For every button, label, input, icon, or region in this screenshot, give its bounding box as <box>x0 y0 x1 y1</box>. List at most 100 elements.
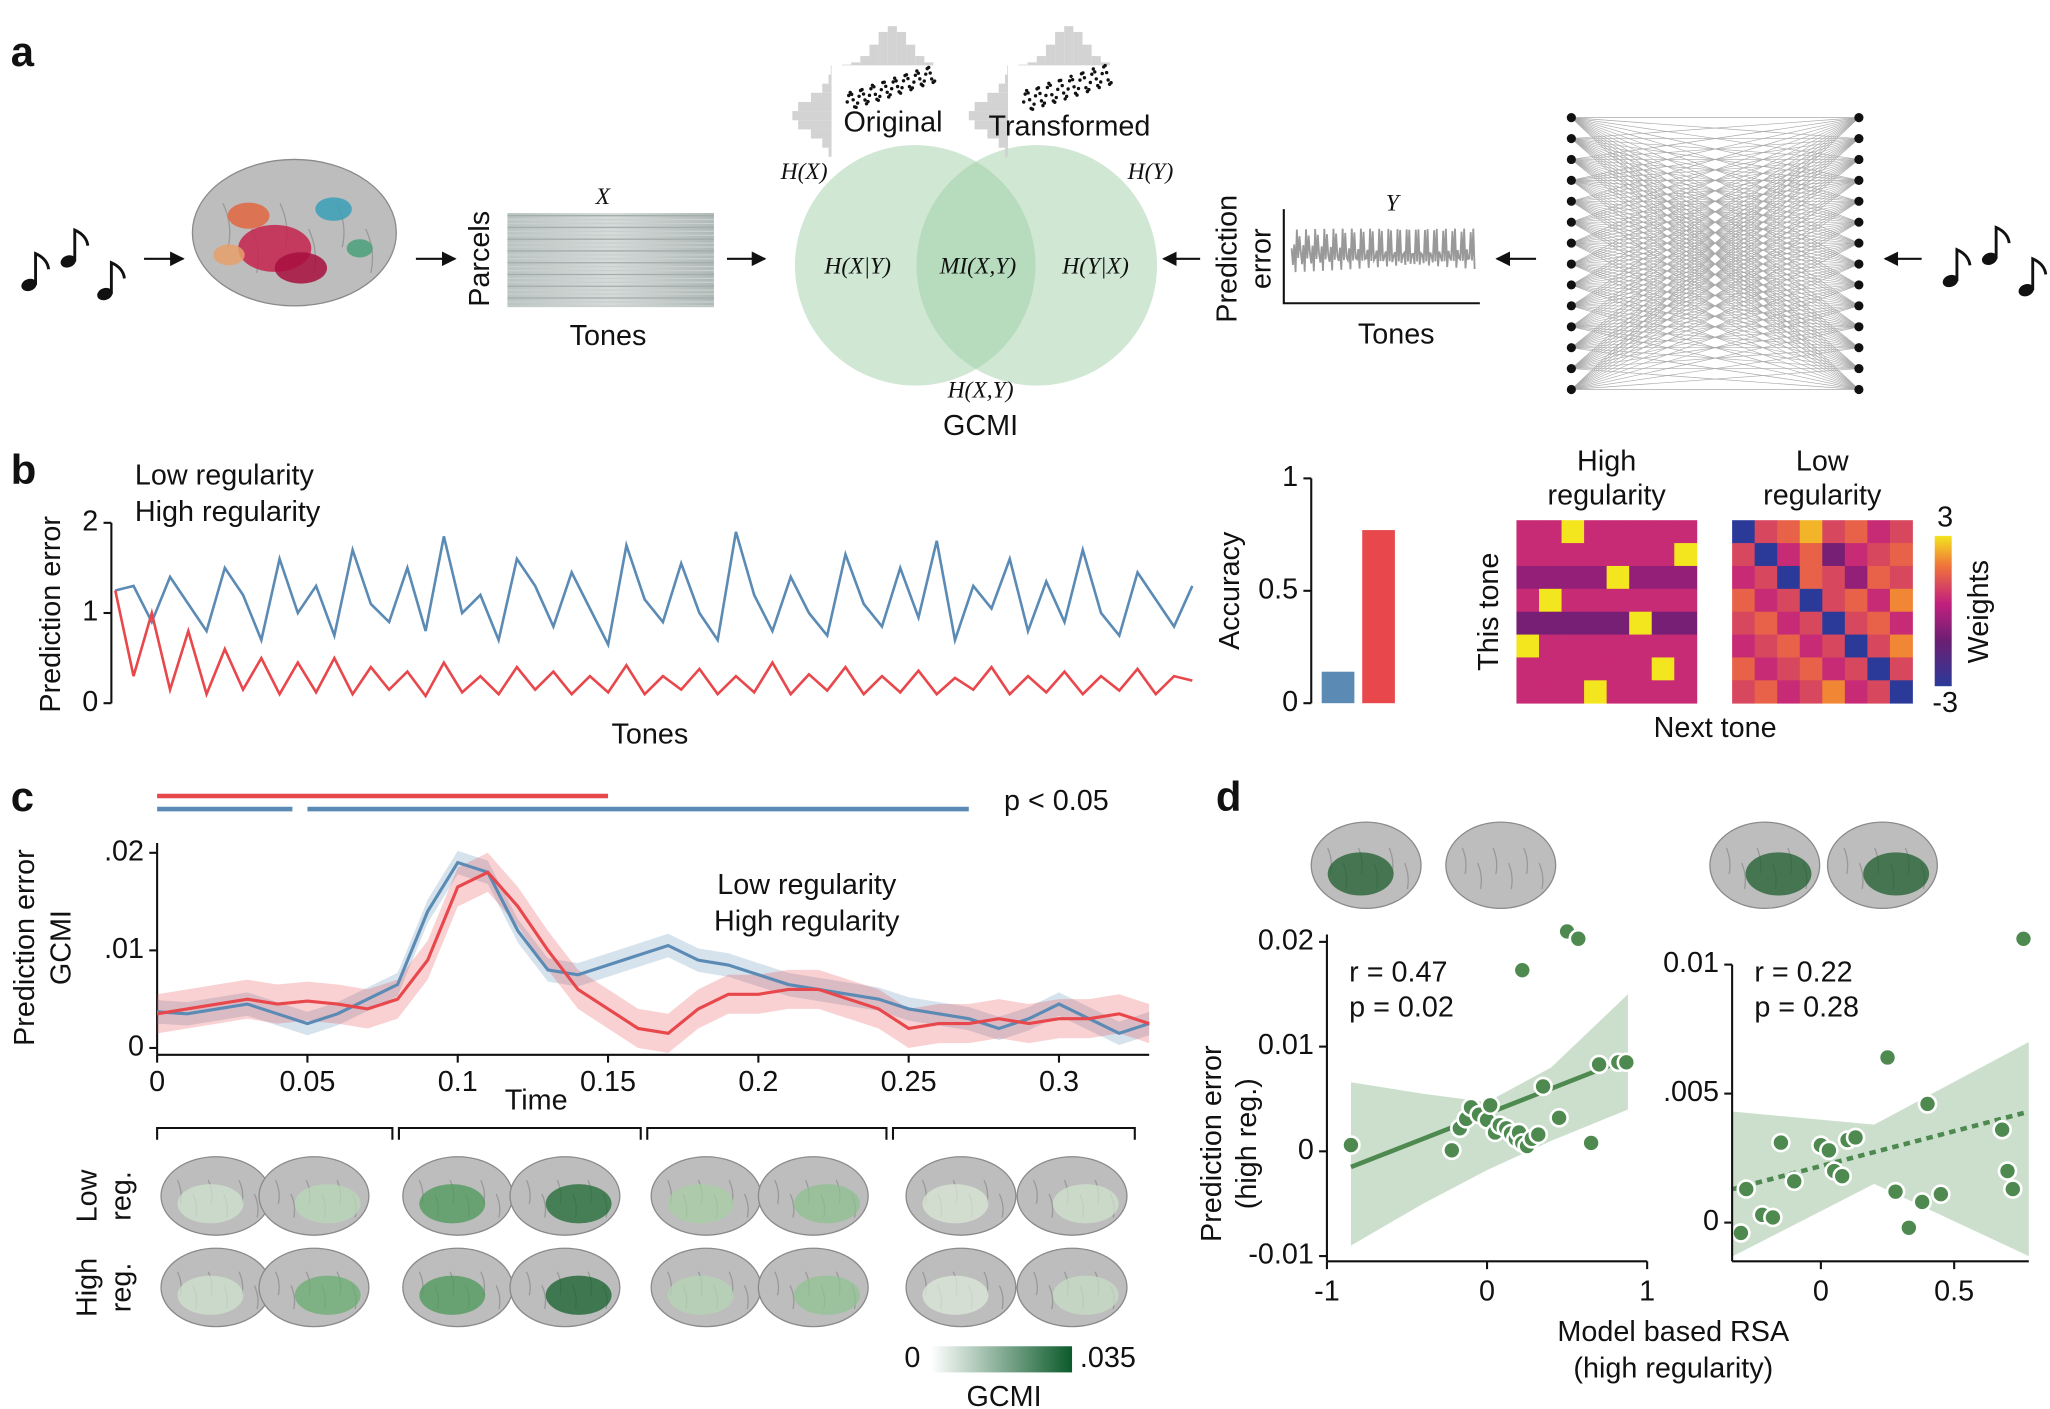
brain-sulcus <box>1403 862 1409 890</box>
inset-histogram <box>906 44 916 66</box>
row-label: High <box>72 1258 104 1317</box>
heatmap-cell <box>1844 565 1868 590</box>
content: a b c d Parcels X Tones H(X) H(Y) H(X|Y) MI(X,Y) H(… <box>9 26 2048 1409</box>
inset-dot <box>1021 100 1026 104</box>
inset-dot <box>1061 91 1066 95</box>
axis-label: (high reg.) <box>1231 1078 1263 1209</box>
brain-activation <box>1745 852 1812 896</box>
network-node <box>1566 301 1576 311</box>
heatmap-cell <box>1822 543 1846 567</box>
brain-activation <box>922 1275 989 1315</box>
inset-histogram <box>968 111 1009 121</box>
heatmap-cell <box>1799 565 1823 590</box>
inset-dot <box>845 100 849 104</box>
inset-dot <box>1064 94 1069 99</box>
network-node <box>1854 301 1864 311</box>
inset-dot <box>864 102 869 106</box>
heatmap-cell <box>1584 543 1608 567</box>
brain-sulcus <box>1033 1179 1038 1204</box>
note-icon <box>34 251 51 285</box>
brain-activation <box>1863 852 1930 896</box>
heatmap-cell <box>1561 543 1585 567</box>
point <box>1784 1171 1805 1192</box>
network-edge <box>1571 347 1859 390</box>
brain-sulcus <box>1507 862 1513 890</box>
axis-label: Parcels <box>464 211 496 307</box>
brain-sulcus <box>1477 862 1483 890</box>
network-edge <box>1571 201 1860 390</box>
point <box>1845 1127 1866 1148</box>
inset-dot <box>927 65 931 70</box>
axis-label: Accuracy <box>1214 531 1246 650</box>
heatmap-cell <box>1674 634 1698 658</box>
brain-activation <box>1327 852 1394 896</box>
inset-dot <box>885 90 889 94</box>
inset-dot <box>919 82 924 86</box>
heatmap-cell <box>1538 657 1562 681</box>
inset-dot <box>1053 100 1057 104</box>
network-node <box>1854 322 1864 332</box>
inset-dot <box>867 93 872 98</box>
network-edge <box>1571 117 1859 160</box>
brain-activation <box>346 239 373 258</box>
inset-dot <box>906 76 910 81</box>
heatmap-cell <box>1651 565 1675 590</box>
y-tick-label: 0 <box>1703 1205 1719 1237</box>
heatmap-cell <box>1516 634 1540 658</box>
heatmap-cell <box>1799 520 1823 544</box>
heatmap-cell <box>1889 588 1913 613</box>
heatmap-cell <box>1889 634 1913 658</box>
point <box>1771 1132 1791 1153</box>
point <box>1549 1108 1569 1128</box>
note-icon <box>1981 252 1998 265</box>
annotation: r = 0.47 <box>1349 956 1447 988</box>
inset-dot <box>895 84 900 89</box>
brain-activation <box>274 252 328 284</box>
heatmap-cell <box>1799 611 1823 635</box>
inset-histogram <box>915 56 925 66</box>
inset-dot <box>900 86 904 90</box>
point <box>1763 1207 1783 1228</box>
schematic-signal <box>1290 228 1476 273</box>
heatmap-cell <box>1822 588 1846 613</box>
x-tick-label: 0 <box>1813 1275 1829 1307</box>
inset-dot <box>1084 86 1088 90</box>
axis-label: Prediction error <box>9 849 41 1046</box>
inset-dot <box>891 80 895 84</box>
inset-histogram <box>830 65 832 75</box>
inset-dot <box>898 91 903 95</box>
inset-histogram <box>1007 65 1009 75</box>
inset-histogram <box>1045 44 1056 66</box>
venn-circle <box>916 145 1158 386</box>
network-node <box>1566 113 1576 123</box>
network-edge <box>1571 284 1860 390</box>
brain-activation <box>794 1184 860 1224</box>
heatmap-cell <box>1889 680 1913 704</box>
inset-dot <box>849 92 854 97</box>
network-node <box>1854 133 1864 144</box>
brain-sulcus <box>789 1285 795 1310</box>
inset-dot <box>879 87 884 92</box>
brain-activation <box>545 1184 612 1224</box>
network-edge <box>1571 221 1860 390</box>
inset-dot <box>1048 83 1053 88</box>
heatmap-cell <box>1822 611 1846 635</box>
inset-dot <box>847 93 851 98</box>
inset-dot <box>1099 80 1103 84</box>
inset-histogram <box>828 74 832 84</box>
brain-activation <box>419 1184 486 1224</box>
heatmap-cell <box>1822 565 1846 590</box>
heatmap-cell <box>1867 634 1891 658</box>
inset-histogram <box>1073 31 1083 66</box>
heatmap-cell <box>1606 611 1630 635</box>
inset-histogram <box>987 92 1009 102</box>
brain-sulcus <box>525 1271 531 1296</box>
heatmap-cell <box>1844 611 1868 635</box>
legend-label: High regularity <box>714 905 900 937</box>
brain-sulcus <box>774 1271 780 1296</box>
inset-dot <box>928 71 932 75</box>
x-tick-label: -1 <box>1314 1275 1340 1307</box>
inset-dot <box>857 94 861 98</box>
brain-activation <box>213 244 245 266</box>
network-edge <box>1571 117 1860 244</box>
